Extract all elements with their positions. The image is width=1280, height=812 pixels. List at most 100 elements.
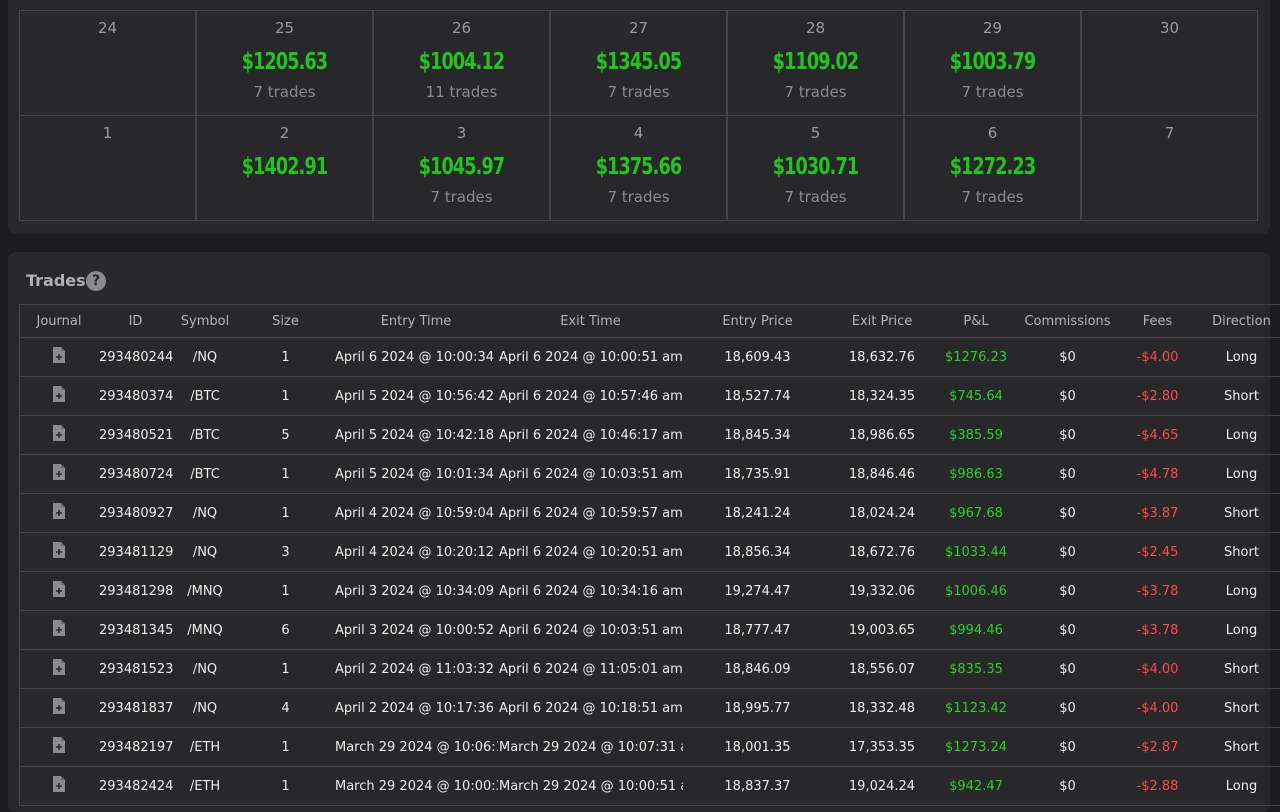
journal-icon[interactable] [52,736,66,754]
trade-cell: April 5 2024 @ 10:01:34 am [334,455,498,494]
trade-cell: -$2.80 [1115,377,1200,416]
trade-cell: Long [1200,572,1280,611]
trade-cell: $0 [1020,650,1115,689]
day-pnl: $1345.05 [564,49,713,75]
trade-cell: -$4.78 [1115,455,1200,494]
day-number: 1 [20,124,195,142]
trade-cell: $1276.23 [932,338,1020,377]
trade-cell: April 5 2024 @ 10:56:42 am [334,377,498,416]
calendar-cell[interactable]: 24 [19,10,196,116]
trade-cell: $0 [1020,338,1115,377]
trade-cell: $0 [1020,494,1115,533]
trade-cell: March 29 2024 @ 10:06:14 am [334,728,498,767]
trade-cell: 1 [237,377,334,416]
trade-count: 7 trades [551,83,726,101]
day-number: 3 [374,124,549,142]
column-header: Exit Time [498,305,683,338]
trade-count: 7 trades [374,188,549,206]
trade-count: 7 trades [728,83,903,101]
trade-cell: -$4.00 [1115,650,1200,689]
trade-cell: 18,527.74 [683,377,832,416]
journal-icon[interactable] [52,502,66,520]
journal-icon[interactable] [52,424,66,442]
trade-cell: Long [1200,455,1280,494]
journal-icon[interactable] [52,619,66,637]
trade-cell: /NQ [173,689,237,728]
journal-cell [20,416,99,455]
trade-cell: Short [1200,377,1280,416]
trades-title: Trades [26,271,86,290]
journal-cell [20,767,99,806]
trade-cell: /ETH [173,728,237,767]
trade-cell: April 6 2024 @ 10:18:51 am [498,689,683,728]
journal-icon[interactable] [52,463,66,481]
column-header: Journal [20,305,99,338]
trade-cell: 1 [237,455,334,494]
trade-cell: $385.59 [932,416,1020,455]
journal-cell [20,689,99,728]
trade-cell: April 6 2024 @ 10:59:57 am [498,494,683,533]
trade-cell: April 4 2024 @ 10:20:12 am [334,533,498,572]
column-header: P&L [932,305,1020,338]
trade-cell: 18,735.91 [683,455,832,494]
help-icon[interactable]: ? [86,271,106,291]
trade-cell: Long [1200,767,1280,806]
calendar-cell[interactable]: 2$1402.91 [196,115,373,221]
journal-icon[interactable] [52,658,66,676]
day-pnl: $1272.23 [918,154,1067,180]
day-number: 24 [20,19,195,37]
trade-cell: Long [1200,611,1280,650]
day-pnl: $1003.79 [918,49,1067,75]
journal-icon[interactable] [52,775,66,793]
trade-cell: $835.35 [932,650,1020,689]
journal-icon[interactable] [52,541,66,559]
journal-cell [20,494,99,533]
trade-cell: 18,556.07 [832,650,932,689]
calendar-cell[interactable]: 1 [19,115,196,221]
trade-cell: 293481523 [98,650,173,689]
trade-cell: $986.63 [932,455,1020,494]
trade-cell: $0 [1020,572,1115,611]
trade-cell: Short [1200,650,1280,689]
trade-cell: 18,837.37 [683,767,832,806]
trade-cell: 18,845.34 [683,416,832,455]
trade-cell: April 6 2024 @ 10:03:51 am [498,611,683,650]
trade-cell: $967.68 [932,494,1020,533]
day-number: 6 [905,124,1080,142]
trade-cell: /BTC [173,455,237,494]
trade-cell: April 3 2024 @ 10:34:09 am [334,572,498,611]
journal-icon[interactable] [52,346,66,364]
column-header: ID [98,305,173,338]
trade-cell: April 6 2024 @ 10:00:51 am [498,338,683,377]
calendar-cell[interactable]: 7 [1081,115,1258,221]
calendar-cell[interactable]: 30 [1081,10,1258,116]
trade-cell: April 6 2024 @ 10:20:51 am [498,533,683,572]
day-number: 28 [728,19,903,37]
trade-cell: 18,777.47 [683,611,832,650]
trade-cell: Short [1200,494,1280,533]
trade-cell: /ETH [173,767,237,806]
trade-cell: /MNQ [173,572,237,611]
journal-icon[interactable] [52,580,66,598]
trade-cell: $1033.44 [932,533,1020,572]
trade-cell: -$3.78 [1115,611,1200,650]
trade-count: 7 trades [728,188,903,206]
trade-cell: $1123.42 [932,689,1020,728]
trade-cell: April 6 2024 @ 10:46:17 am [498,416,683,455]
journal-icon[interactable] [52,385,66,403]
journal-icon[interactable] [52,697,66,715]
trade-cell: /BTC [173,377,237,416]
trade-cell: $0 [1020,377,1115,416]
trade-cell: $1273.24 [932,728,1020,767]
